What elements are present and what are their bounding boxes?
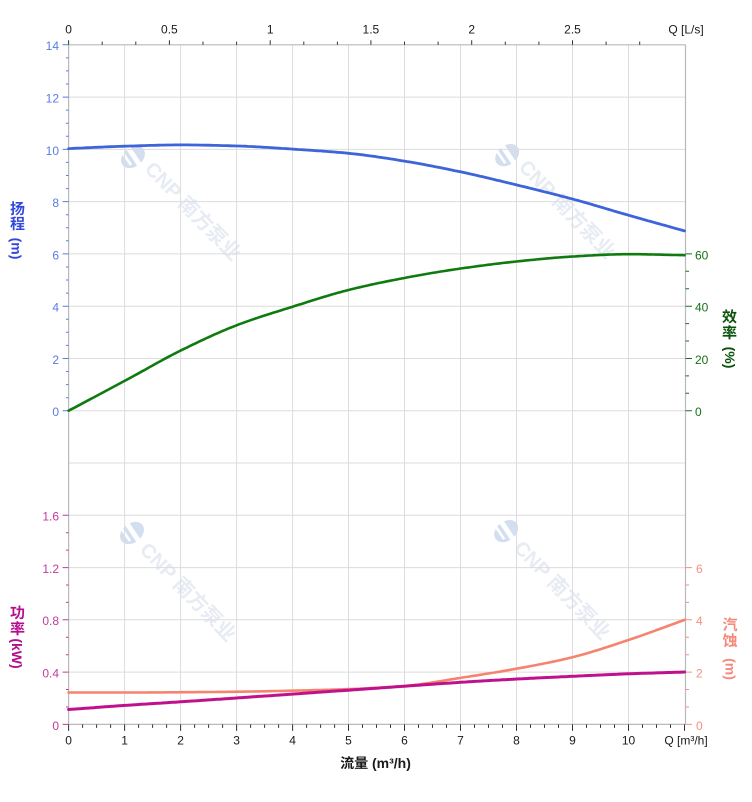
svg-text:3: 3 xyxy=(233,734,240,748)
svg-text:2: 2 xyxy=(52,353,59,367)
svg-text:2: 2 xyxy=(696,667,703,681)
svg-text:(%): (%) xyxy=(722,347,738,369)
svg-text:10: 10 xyxy=(622,734,636,748)
svg-text:0: 0 xyxy=(696,719,703,733)
svg-text:1: 1 xyxy=(267,23,274,37)
svg-text:7: 7 xyxy=(457,734,464,748)
svg-text:0: 0 xyxy=(65,23,72,37)
svg-text:4: 4 xyxy=(289,734,296,748)
svg-text:0: 0 xyxy=(695,405,702,419)
svg-text:6: 6 xyxy=(401,734,408,748)
svg-text:8: 8 xyxy=(513,734,520,748)
svg-text:1.2: 1.2 xyxy=(42,562,59,576)
svg-text:0.5: 0.5 xyxy=(161,23,178,37)
svg-text:4: 4 xyxy=(696,614,703,628)
svg-text:0: 0 xyxy=(52,405,59,419)
svg-text:(m): (m) xyxy=(9,238,25,260)
svg-text:9: 9 xyxy=(569,734,576,748)
svg-text:6: 6 xyxy=(696,562,703,576)
svg-text:(kW): (kW) xyxy=(9,638,25,668)
svg-text:10: 10 xyxy=(46,144,60,158)
svg-text:60: 60 xyxy=(695,248,709,262)
svg-text:6: 6 xyxy=(52,248,59,262)
svg-text:2.5: 2.5 xyxy=(564,23,581,37)
svg-text:5: 5 xyxy=(345,734,352,748)
svg-text:40: 40 xyxy=(695,301,709,315)
svg-text:1: 1 xyxy=(121,734,128,748)
svg-text:1.6: 1.6 xyxy=(42,510,59,524)
svg-text:12: 12 xyxy=(46,92,60,106)
svg-text:14: 14 xyxy=(46,39,60,53)
svg-text:1.5: 1.5 xyxy=(363,23,380,37)
svg-text:4: 4 xyxy=(52,301,59,315)
svg-text:Q [m³/h]: Q [m³/h] xyxy=(664,734,707,748)
svg-text:0.4: 0.4 xyxy=(42,667,59,681)
svg-text:2: 2 xyxy=(177,734,184,748)
svg-text:0.8: 0.8 xyxy=(42,614,59,628)
svg-text:Q [L/s]: Q [L/s] xyxy=(668,23,703,37)
svg-text:0: 0 xyxy=(52,719,59,733)
svg-text:(m): (m) xyxy=(723,658,739,680)
svg-text:20: 20 xyxy=(695,353,709,367)
svg-text:(m³/h): (m³/h) xyxy=(372,755,411,771)
svg-text:2: 2 xyxy=(468,23,475,37)
svg-text:8: 8 xyxy=(52,196,59,210)
svg-text:0: 0 xyxy=(65,734,72,748)
